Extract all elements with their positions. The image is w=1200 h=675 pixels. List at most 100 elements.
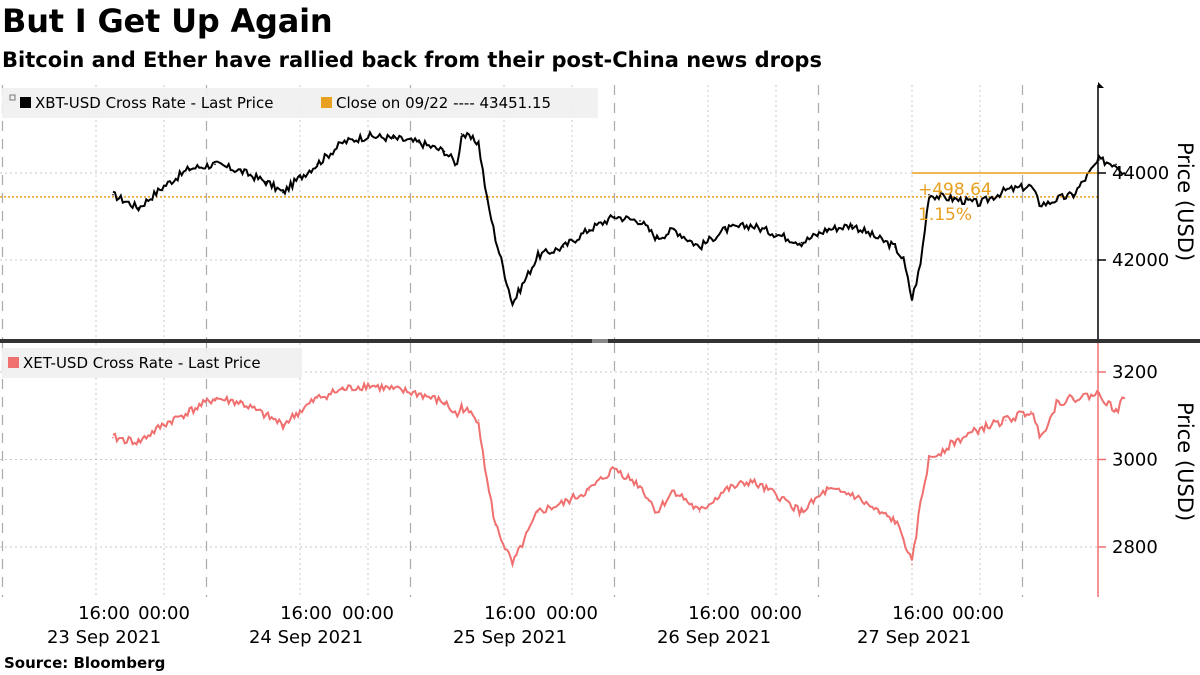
xbt-data-point xyxy=(282,191,284,194)
panel-resize-handle[interactable] xyxy=(592,339,608,343)
xbt-data-point xyxy=(902,259,905,261)
xet-data-point xyxy=(163,423,165,426)
xbt-data-point xyxy=(613,215,616,218)
source-note: Source: Bloomberg xyxy=(4,654,166,672)
xet-data-point xyxy=(826,489,828,491)
xet-price-line xyxy=(112,380,1125,569)
xet-data-point xyxy=(137,441,140,443)
xbt-data-point xyxy=(456,163,459,166)
xbt-data-point xyxy=(656,237,658,240)
xet-data-point xyxy=(613,467,616,470)
close-legend-label: Close on 09/22 ---- 43451.15 xyxy=(336,94,551,112)
xbt-data-point xyxy=(188,167,191,170)
xet-data-point xyxy=(775,493,777,496)
xbt-data-point xyxy=(214,163,216,166)
x-time-label: 00:00 xyxy=(750,603,802,624)
xet-data-point xyxy=(494,524,497,526)
xbt-data-point xyxy=(477,141,480,144)
xet-data-point xyxy=(460,406,463,408)
xbt-data-point xyxy=(894,246,896,248)
xbt-data-point xyxy=(953,198,956,200)
xbt-data-point xyxy=(1123,172,1126,174)
xet-data-point xyxy=(239,401,242,404)
xet-data-point xyxy=(1047,423,1049,426)
xet-data-point xyxy=(112,436,114,439)
xet-data-point xyxy=(1072,397,1075,400)
xbt-data-point xyxy=(919,263,922,266)
xet-data-point xyxy=(443,401,446,404)
xbt-data-point xyxy=(316,163,318,166)
xbt-data-point xyxy=(443,150,446,153)
chart-title: But I Get Up Again xyxy=(2,2,333,40)
xet-data-point xyxy=(392,388,395,391)
x-date-label: 23 Sep 2021 xyxy=(47,627,161,648)
xet-data-point xyxy=(1030,410,1032,413)
xbt-data-point xyxy=(911,298,913,300)
x-time-label: 16:00 xyxy=(892,603,944,624)
y-tick-label: 2800 xyxy=(1112,537,1158,558)
legend-toggle-icon[interactable] xyxy=(9,94,16,101)
xet-data-point xyxy=(953,441,956,443)
xet-data-point xyxy=(456,414,459,417)
xet-data-point xyxy=(1004,419,1007,421)
xet-data-point xyxy=(367,384,369,386)
xbt-data-point xyxy=(1047,202,1049,205)
xet-data-point xyxy=(639,484,641,487)
xbt-data-point xyxy=(800,241,803,244)
y-tick-label: 42000 xyxy=(1112,250,1169,271)
xet-data-point xyxy=(656,511,658,513)
change-annotation: +498.64 xyxy=(918,180,992,200)
xbt-data-point xyxy=(639,220,641,222)
x-date-label: 24 Sep 2021 xyxy=(249,627,363,648)
xet-data-point xyxy=(919,502,922,505)
top-legend-background xyxy=(2,88,598,118)
xet-data-point xyxy=(1055,401,1058,404)
bottom-legend-background xyxy=(2,348,302,378)
xet-data-point xyxy=(724,489,726,491)
xet-data-point xyxy=(188,410,191,413)
xet-data-point xyxy=(1038,432,1041,435)
xbt-data-point xyxy=(494,237,497,240)
xbt-data-point xyxy=(588,228,590,231)
x-time-label: 00:00 xyxy=(138,603,190,624)
y-ticks: 44000 42000 3200 3000 2800 xyxy=(1098,163,1169,558)
xet-data-point xyxy=(673,489,675,491)
xbt-data-point xyxy=(877,237,879,240)
xbt-data-point xyxy=(1115,163,1117,166)
xet-data-point xyxy=(537,511,539,513)
xbt-data-point xyxy=(724,228,726,231)
xbt-data-point xyxy=(698,246,701,248)
xbt-data-point xyxy=(775,233,777,235)
xet-series-layer xyxy=(112,380,1126,569)
chart-subtitle: Bitcoin and Ether have rallied back from… xyxy=(2,48,822,72)
xbt-data-point xyxy=(1055,198,1058,200)
xbt-data-point xyxy=(392,137,395,139)
bottom-legend: XET-USD Cross Rate - Last Price xyxy=(2,348,302,378)
xet-data-point xyxy=(477,419,480,421)
day-dividers xyxy=(1,85,1024,597)
xet-data-point xyxy=(902,537,905,540)
xbt-data-point xyxy=(1038,202,1041,205)
y-tick-label: 3000 xyxy=(1112,450,1158,471)
xbt-data-point xyxy=(1030,185,1032,187)
xet-data-point xyxy=(1123,397,1126,400)
x-date-label: 26 Sep 2021 xyxy=(657,627,771,648)
x-time-label: 00:00 xyxy=(546,603,598,624)
xbt-data-point xyxy=(299,176,301,179)
xbt-data-point xyxy=(537,254,539,257)
xbt-data-point xyxy=(341,141,344,144)
x-date-label: 25 Sep 2021 xyxy=(453,627,567,648)
xet-data-point xyxy=(588,489,590,491)
xbt-legend-label: XBT-USD Cross Rate - Last Price xyxy=(35,94,273,112)
top-y-axis-label: Price (USD) xyxy=(1173,142,1197,261)
xbt-data-point xyxy=(749,224,752,226)
xet-data-point xyxy=(341,388,344,391)
xbt-data-point xyxy=(979,202,981,205)
top-axis-arrow-icon xyxy=(1098,82,1104,88)
y-tick-label: 3200 xyxy=(1112,362,1158,383)
xbt-price-line xyxy=(112,129,1125,308)
xet-data-point xyxy=(698,511,701,513)
xbt-data-point xyxy=(673,228,675,231)
xet-data-point xyxy=(486,480,488,483)
xbt-data-point xyxy=(112,193,114,196)
